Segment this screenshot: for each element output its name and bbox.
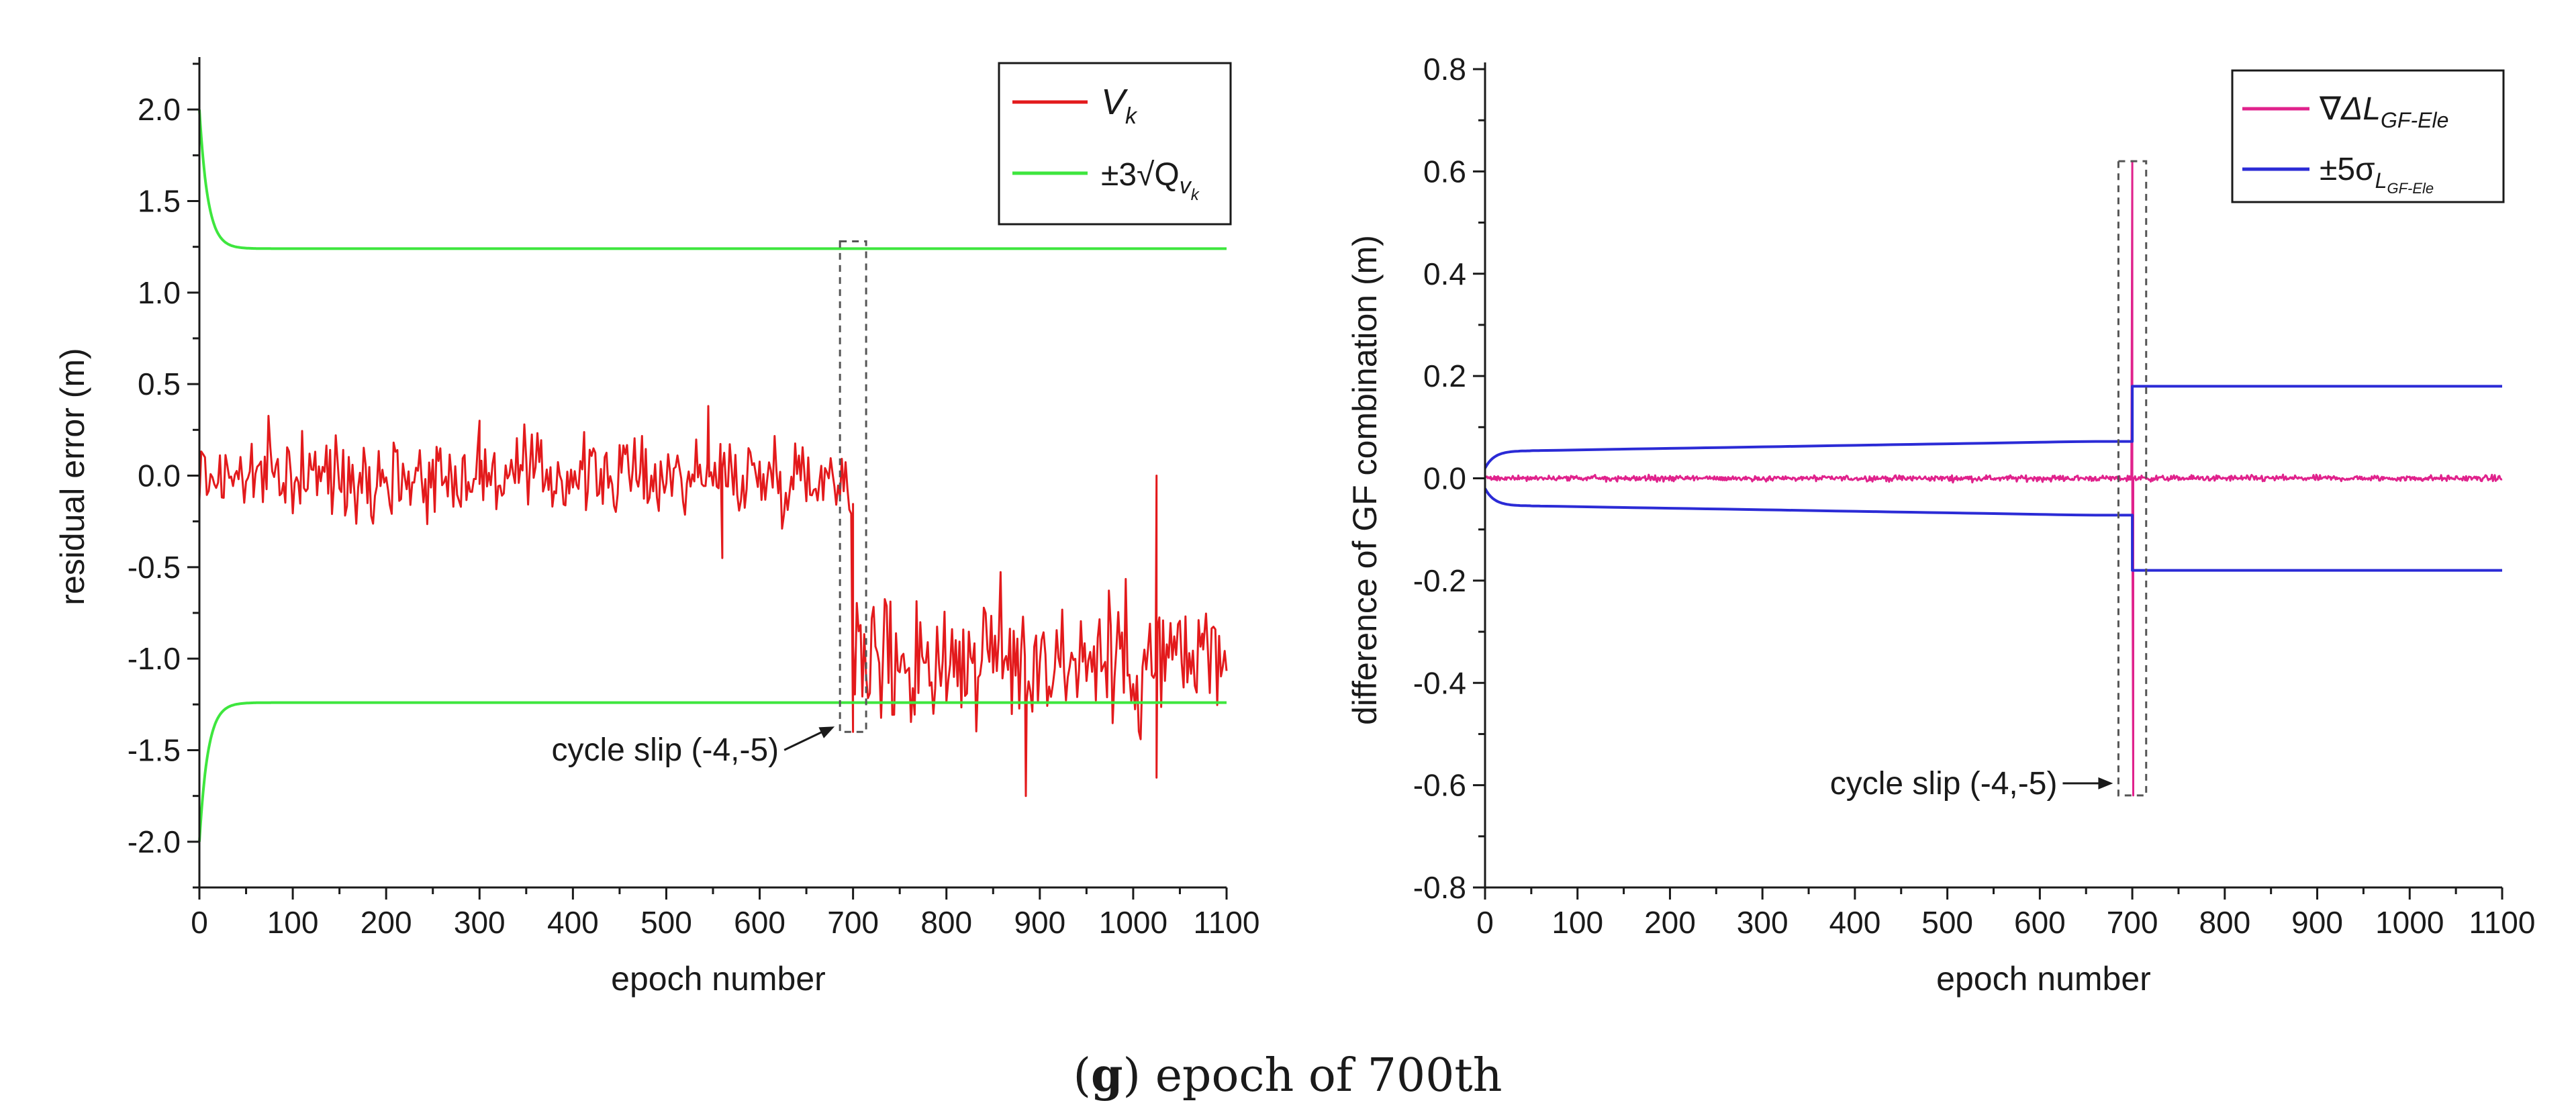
x-tick-label: 900 — [2291, 905, 2343, 940]
series-line-2 — [198, 701, 1227, 842]
y-axis-label: difference of GF combination (m) — [1346, 235, 1384, 725]
y-axis-label: residual error (m) — [54, 348, 91, 605]
y-tick-label: 1.5 — [138, 184, 181, 219]
chart-gf-series — [1484, 160, 2503, 797]
series-line-1 — [1484, 385, 2502, 469]
x-tick-label: 700 — [2107, 905, 2158, 940]
x-tick-label: 800 — [920, 905, 972, 940]
annotation-label: cycle slip (-4,-5) — [1830, 766, 2058, 802]
legend-box — [998, 62, 1232, 226]
annotation-arrowhead — [2098, 777, 2113, 789]
x-tick-label: 1100 — [1194, 905, 1260, 940]
cycle-slip-annotation: cycle slip (-4,-5) — [551, 726, 835, 768]
x-tick-label: 500 — [1921, 905, 1973, 940]
series-line-1 — [198, 109, 1227, 250]
x-tick-label: 100 — [1552, 905, 1603, 940]
y-tick-label: 0.2 — [1423, 358, 1466, 393]
legend-gf-main: ∇ΔL — [2319, 91, 2381, 127]
x-axis-label: epoch number — [611, 960, 826, 998]
caption-text: epoch of 700th — [1155, 1049, 1502, 1102]
legend-bound-main: ±3√Q — [1101, 157, 1180, 193]
y-tick-label: -0.2 — [1413, 563, 1466, 598]
y-tick-label: 0.4 — [1423, 256, 1466, 291]
legend-box — [2231, 69, 2505, 203]
annotation-arrow — [783, 729, 826, 751]
legend-label-gf: ∇ΔLGF-Ele — [2319, 91, 2448, 132]
y-tick-label: 0.5 — [138, 367, 181, 401]
chart-residual-axes: 0 100 200 300 400 500 600 700 800 900 1000 1100 2.0 1… — [128, 57, 1260, 940]
x-tick-label: 300 — [454, 905, 506, 940]
y-tick-label: 0.0 — [1423, 461, 1466, 496]
chart-residual-series — [198, 109, 1228, 842]
legend-label-sigma: ±5σLGF-Ele — [2320, 152, 2434, 197]
annotation-arrowhead — [818, 726, 835, 738]
cycle-slip-box — [2117, 160, 2148, 797]
x-tick-label: 600 — [734, 905, 785, 940]
series-line-0 — [1484, 160, 2503, 797]
x-axis-label: epoch number — [1936, 960, 2151, 998]
y-tick-label: 0.6 — [1423, 154, 1466, 189]
series-line-2 — [1484, 487, 2502, 572]
y-tick-label: 2.0 — [138, 92, 181, 127]
legend-label-bound: ±3√Qvk — [1101, 157, 1200, 204]
y-tick-label: -0.4 — [1413, 665, 1466, 700]
x-tick-label: 1000 — [2375, 905, 2444, 940]
legend-bound-sub: v — [1180, 173, 1192, 199]
y-tick-label: 1.0 — [138, 275, 181, 310]
x-tick-label: 300 — [1737, 905, 1788, 940]
cycle-slip-annotation: cycle slip (-4,-5) — [1830, 766, 2113, 802]
y-tick-label: -0.8 — [1413, 870, 1466, 905]
caption-letter: g — [1091, 1049, 1123, 1102]
figure-caption: (g) epoch of 700th — [1073, 1049, 1502, 1102]
annotation-label: cycle slip (-4,-5) — [551, 732, 779, 768]
y-tick-label: -0.6 — [1413, 768, 1466, 803]
x-tick-label: 100 — [267, 905, 319, 940]
legend-sigma-subsub: GF-Ele — [2387, 180, 2434, 197]
x-tick-label: 800 — [2199, 905, 2250, 940]
x-tick-label: 200 — [1644, 905, 1696, 940]
legend: Vk ±3√Qvk — [998, 62, 1232, 226]
x-tick-label: 400 — [547, 905, 599, 940]
chart-residual-error: 0 100 200 300 400 500 600 700 800 900 1000 1100 2.0 1… — [54, 57, 1259, 998]
x-tick-label: 1100 — [2469, 905, 2536, 940]
legend-vk-main: V — [1101, 82, 1129, 122]
series-line-0 — [198, 405, 1228, 798]
y-tick-label: -0.5 — [128, 550, 181, 585]
legend-bound-subsub: k — [1191, 186, 1200, 204]
y-tick-label: 0.8 — [1423, 52, 1466, 87]
cycle-slip-box — [839, 240, 867, 733]
y-tick-label: -2.0 — [128, 824, 181, 859]
legend-sigma-main: ±5σ — [2320, 152, 2375, 187]
legend-label-vk: Vk — [1101, 82, 1138, 129]
y-tick-label: 0.0 — [138, 459, 181, 493]
y-tick-label: -1.5 — [128, 733, 181, 768]
x-tick-label: 700 — [827, 905, 879, 940]
x-tick-label: 200 — [361, 905, 412, 940]
x-tick-label: 0 — [191, 905, 208, 940]
x-tick-label: 900 — [1014, 905, 1065, 940]
legend-vk-sub: k — [1125, 103, 1138, 129]
x-tick-label: 0 — [1476, 905, 1494, 940]
x-tick-label: 600 — [2014, 905, 2066, 940]
legend: ∇ΔLGF-Ele ±5σLGF-Ele — [2231, 69, 2505, 203]
chart-gf-axes: 0 100 200 300 400 500 600 700 800 900 1000 1100 0.8 0… — [1413, 52, 2536, 940]
legend-gf-sub: GF-Ele — [2381, 108, 2448, 132]
chart-gf-combination: 0 100 200 300 400 500 600 700 800 900 1000 1100 0.8 0… — [1346, 52, 2535, 998]
legend-sigma-sub: L — [2375, 168, 2387, 193]
x-tick-label: 400 — [1829, 905, 1881, 940]
y-tick-label: -1.0 — [128, 641, 181, 676]
x-tick-label: 1000 — [1099, 905, 1167, 940]
x-tick-label: 500 — [640, 905, 692, 940]
